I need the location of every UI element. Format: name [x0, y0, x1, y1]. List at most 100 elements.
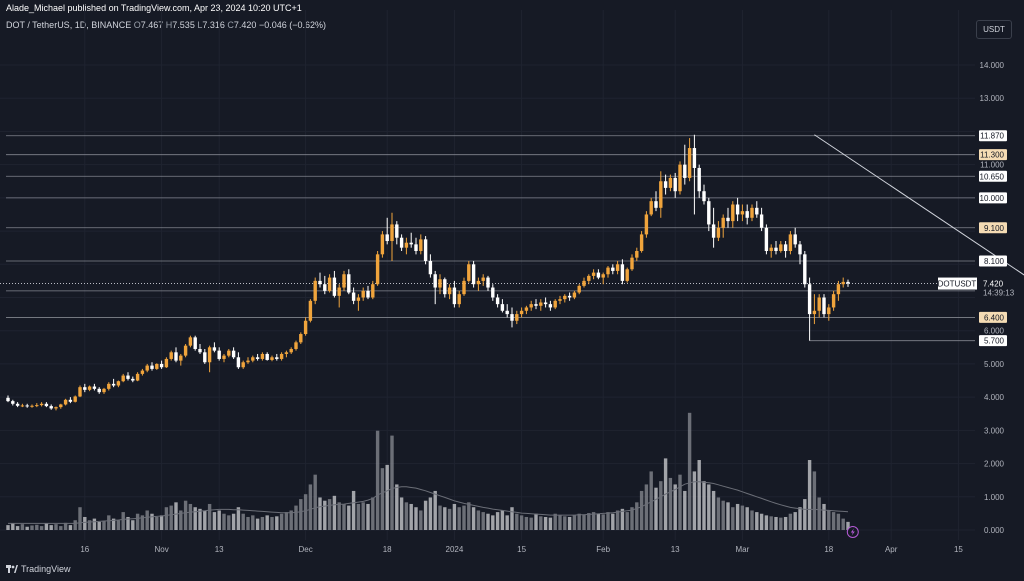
volume-bar [606, 512, 610, 530]
candle-body [375, 254, 380, 285]
volume-bar [159, 515, 164, 530]
candle-body [327, 277, 332, 291]
candle-body [270, 357, 274, 360]
volume-bar [711, 490, 716, 530]
candle-body [582, 280, 586, 286]
candle-body [510, 314, 514, 321]
volume-bar [35, 524, 39, 530]
candle-body [246, 360, 250, 363]
open-label: O [133, 20, 141, 30]
candle-body [87, 386, 92, 390]
candle-body [30, 405, 34, 407]
candle-body [716, 227, 721, 238]
y-tick-label: 2.000 [984, 460, 1005, 469]
volume-bar [179, 510, 183, 530]
candle-body [255, 357, 260, 359]
candle-body [140, 370, 145, 374]
volume-bar [25, 526, 29, 530]
volume-bar [692, 471, 697, 530]
volume-bar [783, 516, 788, 530]
tradingview-logo-icon [6, 565, 18, 573]
volume-bar [68, 525, 73, 530]
change-value: −0.046 (−0.62%) [258, 20, 327, 30]
volume-bar [303, 494, 308, 530]
x-tick-label: 15 [517, 545, 526, 554]
last-price-box [979, 277, 1015, 298]
candle-body [735, 204, 740, 215]
candle-body [342, 274, 346, 288]
volume-bar [831, 512, 836, 530]
candle-body [462, 280, 466, 295]
volume-bar [769, 516, 773, 530]
candle-body [625, 269, 629, 281]
volume-bar [716, 497, 721, 530]
volume-bar [380, 468, 385, 530]
candle-body [102, 388, 106, 393]
volume-bar [44, 523, 49, 530]
volume-bar [572, 515, 577, 530]
candle-body [111, 383, 116, 386]
candle-body [596, 272, 601, 278]
candle-body [803, 254, 807, 285]
volume-bar [294, 505, 298, 530]
y-tick-label: 13.000 [980, 94, 1005, 103]
volume-bar [385, 464, 389, 530]
volume-bar [721, 500, 725, 530]
candle-body [572, 292, 577, 298]
y-tick-label: 11.000 [980, 161, 1004, 170]
volume-bar [227, 515, 231, 530]
volume-bar [668, 477, 673, 530]
candle-body [721, 217, 725, 228]
volume-bar [428, 497, 433, 530]
volume-bar [63, 522, 68, 530]
candle-body [423, 239, 428, 261]
candle-body [745, 211, 749, 218]
volume-bar [467, 502, 471, 530]
candle-body [519, 310, 524, 315]
volume-bar [707, 484, 711, 530]
volume-bar [683, 490, 687, 530]
volume-bar [524, 516, 529, 530]
volume-bar [563, 516, 567, 530]
volume-bar [639, 490, 644, 530]
volume-bar [582, 514, 586, 530]
volume-bar [337, 502, 341, 530]
candle-body [769, 247, 773, 251]
candle-body [567, 295, 572, 298]
candle-body [515, 314, 519, 321]
candle-body [697, 167, 701, 192]
candle-body [371, 284, 375, 298]
currency-button[interactable]: USDT [976, 20, 1012, 39]
level-badge-label: 8.100 [984, 257, 1005, 266]
candle-body [563, 295, 567, 300]
volume-bar [620, 508, 625, 530]
volume-bar [174, 502, 178, 530]
candle-body [601, 274, 605, 278]
lightning-icon [850, 528, 855, 536]
x-tick-label: 18 [383, 545, 392, 554]
volume-bar [246, 516, 250, 530]
candle-body [409, 242, 413, 245]
volume-bar [529, 517, 533, 530]
candle-body [654, 201, 658, 208]
level-badge-label: 10.650 [980, 172, 1005, 181]
candle-body [395, 224, 399, 238]
candle-body [793, 234, 797, 245]
volume-bar [251, 515, 255, 530]
volume-bar [54, 524, 58, 530]
candle-body [443, 279, 447, 295]
candle-body [356, 297, 361, 301]
volume-bar [812, 471, 817, 530]
volume-bar [409, 503, 413, 530]
candle-body [500, 304, 505, 311]
candle-body [145, 365, 149, 371]
volume-bar [539, 516, 543, 530]
volume-bar [649, 471, 653, 530]
volume-bar [111, 518, 116, 530]
candle-body [289, 348, 293, 353]
volume-bar [284, 512, 289, 530]
candle-body [183, 345, 188, 356]
volume-bar [697, 460, 701, 530]
volume-bar [601, 514, 605, 530]
